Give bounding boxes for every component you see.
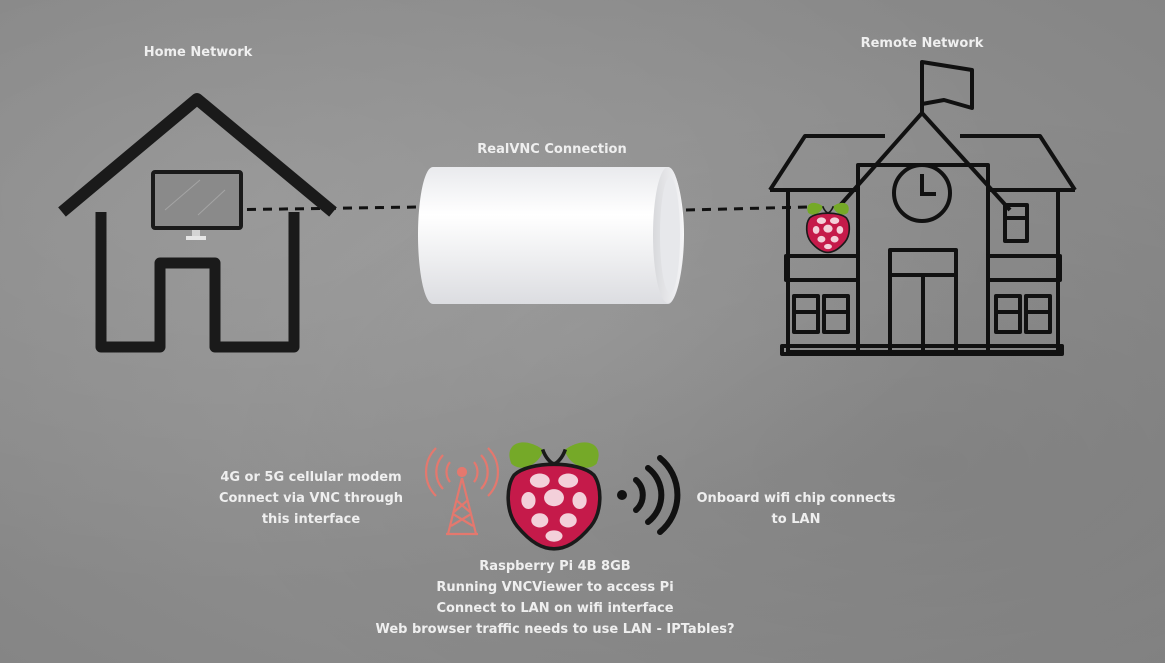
wifi-signal-icon	[617, 455, 681, 535]
wifi-description: Onboard wifi chip connects to LAN	[676, 488, 916, 530]
connection-line-left	[214, 205, 421, 212]
clock-icon	[892, 163, 952, 223]
pi-line-4: Web browser traffic needs to use LAN - I…	[375, 622, 735, 637]
cell-tower-icon	[425, 447, 499, 536]
raspberry-pi-logo-icon	[506, 440, 602, 551]
remote-network-title: Remote Network	[860, 36, 984, 51]
pi-line-3: Connect to LAN on wifi interface	[436, 601, 674, 616]
raspberry-pi-remote-icon	[805, 202, 851, 254]
wifi-line-2: to LAN	[771, 512, 821, 527]
flag-icon	[920, 60, 974, 113]
monitor-icon	[151, 170, 243, 240]
modem-line-3: this interface	[261, 512, 361, 527]
modem-line-1: 4G or 5G cellular modem	[220, 470, 402, 485]
wifi-line-1: Onboard wifi chip connects	[696, 491, 896, 506]
tunnel-icon	[418, 167, 684, 304]
pi-line-1: Raspberry Pi 4B 8GB	[479, 559, 631, 574]
house-icon	[58, 93, 337, 353]
raspberry-pi-description: Raspberry Pi 4B 8GB Running VNCViewer to…	[332, 556, 778, 640]
modem-line-2: Connect via VNC through	[218, 491, 404, 506]
realvnc-connection-title: RealVNC Connection	[477, 142, 627, 157]
pi-line-2: Running VNCViewer to access Pi	[436, 580, 674, 595]
home-network-title: Home Network	[143, 45, 253, 60]
modem-description: 4G or 5G cellular modem Connect via VNC …	[195, 467, 427, 530]
